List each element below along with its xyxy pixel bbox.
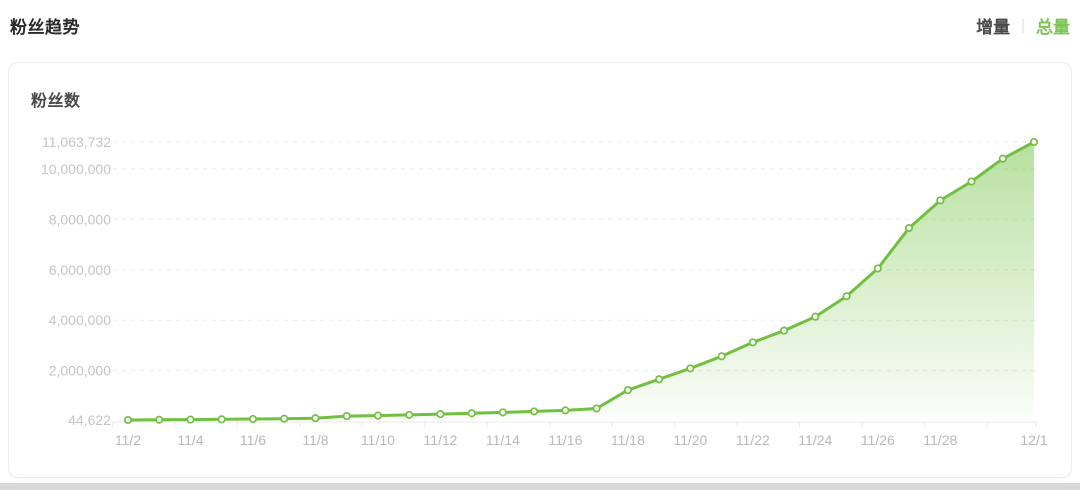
- fans-trend-card: 粉丝数 44,622 2,000,000 4,000,000 6,000,000 8,0…: [8, 62, 1072, 478]
- y-axis-label: 44,622: [68, 412, 111, 428]
- data-point[interactable]: [904, 224, 914, 233]
- y-axis-label: 8,000,000: [49, 211, 111, 227]
- data-point[interactable]: [717, 352, 726, 361]
- tab-divider: |: [1021, 16, 1025, 34]
- trend-line: [126, 140, 1036, 422]
- y-axis-label: 10,000,000: [41, 161, 111, 177]
- x-axis-label: 11/28: [923, 432, 957, 448]
- data-point[interactable]: [467, 409, 476, 418]
- chart-title: 粉丝数: [31, 93, 81, 110]
- data-point[interactable]: [1029, 137, 1039, 147]
- data-point[interactable]: [873, 264, 882, 273]
- data-point[interactable]: [498, 408, 507, 417]
- data-point[interactable]: [405, 410, 414, 419]
- y-axis-label: 4,000,000: [49, 312, 111, 328]
- data-point[interactable]: [123, 415, 133, 425]
- data-point[interactable]: [842, 292, 851, 301]
- x-axis-label: 11/6: [240, 432, 266, 448]
- x-axis-label: 11/8: [302, 432, 328, 448]
- x-axis-label: 11/24: [798, 432, 832, 448]
- data-point[interactable]: [623, 386, 632, 395]
- page-bottom-divider: [0, 483, 1080, 490]
- x-axis-label: 11/26: [861, 432, 895, 448]
- page-title: 粉丝趋势: [10, 17, 80, 37]
- data-point[interactable]: [342, 412, 351, 421]
- data-point[interactable]: [530, 407, 539, 416]
- data-point[interactable]: [561, 406, 570, 415]
- x-axis-label: 11/12: [423, 432, 457, 448]
- tab-increment[interactable]: 增量: [976, 17, 1011, 37]
- x-axis-label: 11/16: [548, 432, 582, 448]
- trend-mode-tabs: 增量 | 总量: [976, 13, 1070, 38]
- data-point[interactable]: [998, 154, 1007, 163]
- data-point[interactable]: [217, 415, 226, 424]
- data-point[interactable]: [967, 177, 976, 186]
- tab-total[interactable]: 总量: [1036, 17, 1070, 37]
- x-axis-label: 12/1: [1020, 432, 1047, 448]
- data-point[interactable]: [748, 338, 757, 347]
- x-axis-label: 11/22: [736, 432, 770, 448]
- data-point[interactable]: [373, 411, 382, 420]
- x-axis-label: 11/20: [673, 432, 707, 448]
- data-point[interactable]: [936, 196, 945, 205]
- data-point[interactable]: [780, 326, 789, 335]
- data-point[interactable]: [655, 375, 664, 384]
- y-axis-label: 6,000,000: [49, 262, 111, 278]
- y-axis-label: 2,000,000: [49, 363, 111, 379]
- data-point[interactable]: [592, 404, 601, 413]
- data-point[interactable]: [280, 414, 289, 423]
- fans-trend-chart[interactable]: 44,622 2,000,000 4,000,000 6,000,000 8,000,0…: [9, 63, 1073, 479]
- data-point[interactable]: [311, 414, 320, 423]
- page-header: 粉丝趋势 增量 | 总量: [10, 10, 1070, 40]
- area-fill: [128, 142, 1034, 420]
- x-axis-label: 11/18: [611, 432, 645, 448]
- y-axis-label: 11,063,732: [42, 134, 111, 150]
- data-point[interactable]: [248, 414, 258, 424]
- x-axis-label: 11/4: [177, 432, 203, 448]
- x-axis-label: 11/10: [361, 432, 395, 448]
- data-point[interactable]: [436, 410, 445, 419]
- data-point[interactable]: [686, 364, 695, 373]
- data-point[interactable]: [811, 312, 820, 321]
- x-axis-label: 11/2: [115, 432, 141, 448]
- data-point[interactable]: [155, 415, 164, 424]
- x-axis-label: 11/14: [486, 432, 520, 448]
- data-point[interactable]: [186, 415, 195, 424]
